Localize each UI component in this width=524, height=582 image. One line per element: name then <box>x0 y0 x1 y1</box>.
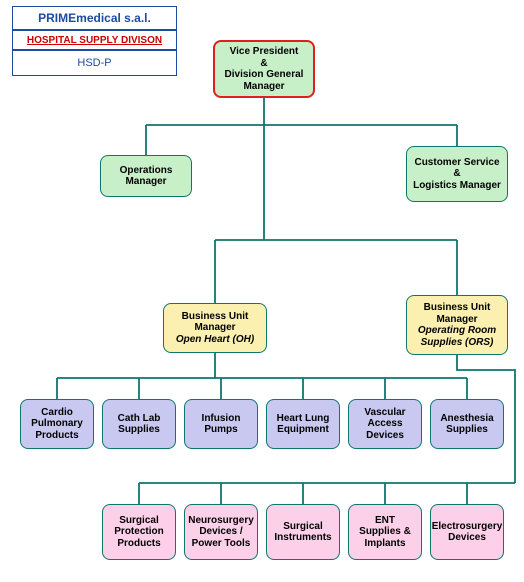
node-p2-title: Cath Lab Supplies <box>107 413 171 436</box>
node-bu2-subtitle: Operating Room Supplies (ORS) <box>411 325 503 348</box>
node-cust-title: Customer Service&Logistics Manager <box>413 157 501 192</box>
node-p3-title: Infusion Pumps <box>189 413 253 436</box>
node-s4: ENT Supplies & Implants <box>348 504 422 560</box>
node-s5: Electrosurgery Devices <box>430 504 504 560</box>
node-p1: Cardio Pulmonary Products <box>20 399 94 449</box>
node-ops-title: Operations Manager <box>105 165 187 188</box>
node-p3: Infusion Pumps <box>184 399 258 449</box>
node-bu2-title: Business Unit Manager <box>411 302 503 325</box>
node-s2-title: Neurosurgery Devices / Power Tools <box>188 515 254 550</box>
node-s3-title: Surgical Instruments <box>271 521 335 544</box>
node-s2: Neurosurgery Devices / Power Tools <box>184 504 258 560</box>
node-ops: Operations Manager <box>100 155 192 197</box>
node-s5-title: Electrosurgery Devices <box>432 521 503 544</box>
node-s1-title: Surgical Protection Products <box>107 515 171 550</box>
node-p4-title: Heart Lung Equipment <box>271 413 335 436</box>
node-bu2: Business Unit ManagerOperating Room Supp… <box>406 295 508 355</box>
node-p5-title: Vascular Access Devices <box>353 407 417 442</box>
org-chart: PRIMEmedical s.a.l. HOSPITAL SUPPLY DIVI… <box>0 0 524 582</box>
node-vp: Vice President&Division General Manager <box>213 40 315 98</box>
node-cust: Customer Service&Logistics Manager <box>406 146 508 202</box>
node-p6: Anesthesia Supplies <box>430 399 504 449</box>
node-bu1-title: Business Unit Manager <box>168 311 262 334</box>
node-s1: Surgical Protection Products <box>102 504 176 560</box>
node-vp-title: Vice President&Division General Manager <box>219 46 309 92</box>
node-bu1-subtitle: Open Heart (OH) <box>176 334 254 346</box>
node-s3: Surgical Instruments <box>266 504 340 560</box>
node-p6-title: Anesthesia Supplies <box>435 413 499 436</box>
node-p4: Heart Lung Equipment <box>266 399 340 449</box>
node-bu1: Business Unit ManagerOpen Heart (OH) <box>163 303 267 353</box>
node-s4-title: ENT Supplies & Implants <box>353 515 417 550</box>
node-p2: Cath Lab Supplies <box>102 399 176 449</box>
node-p5: Vascular Access Devices <box>348 399 422 449</box>
node-p1-title: Cardio Pulmonary Products <box>25 407 89 442</box>
